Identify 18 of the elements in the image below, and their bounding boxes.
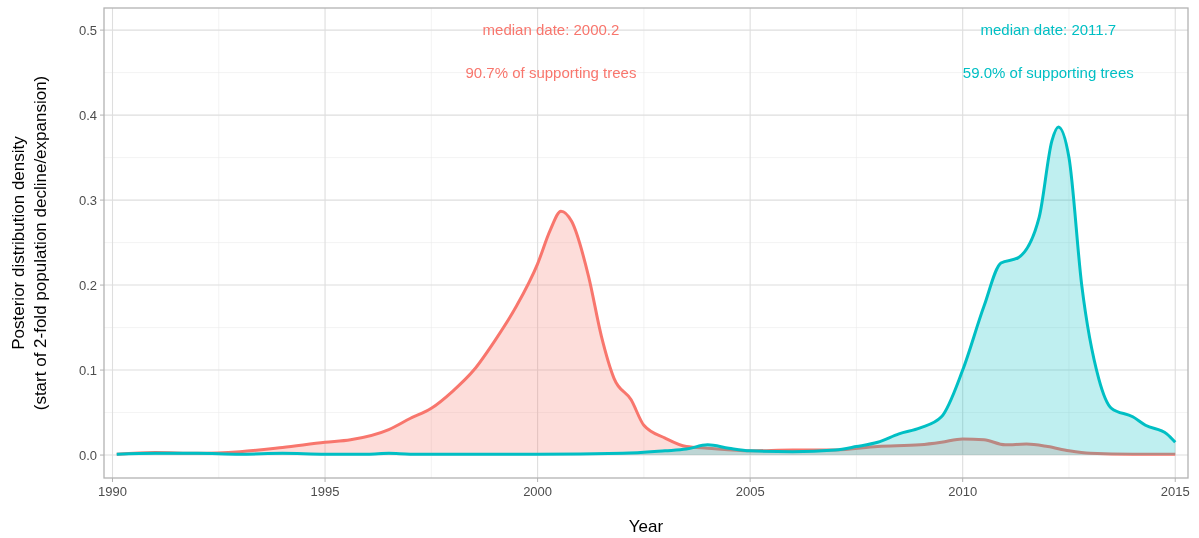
y-tick-label: 0.4 xyxy=(78,107,97,123)
x-tick-label: 2005 xyxy=(735,484,765,499)
y-tick-label: 0.5 xyxy=(78,22,97,38)
y-tick-label: 0.0 xyxy=(78,447,97,463)
x-tick-label: 1990 xyxy=(98,484,127,499)
annotation: median date: 2011.7 xyxy=(980,21,1117,39)
annotation: 59.0% of supporting trees xyxy=(962,64,1134,82)
x-tick-label: 2000 xyxy=(523,484,553,499)
x-axis-title: Year xyxy=(628,517,664,536)
y-tick-label: 0.2 xyxy=(78,277,97,293)
y-tick-label: 0.1 xyxy=(78,362,97,378)
x-tick-label: 2010 xyxy=(948,484,978,499)
y-axis-title: Posterior distribution density (start of 2-fold population decline/expansion) xyxy=(9,75,50,411)
annotation: median date: 2000.2 xyxy=(482,21,620,39)
x-tick-label: 2015 xyxy=(1160,484,1190,499)
x-tick-label: 1995 xyxy=(310,484,340,499)
y-tick-label: 0.3 xyxy=(78,192,97,208)
annotation: 90.7% of supporting trees xyxy=(465,64,637,82)
